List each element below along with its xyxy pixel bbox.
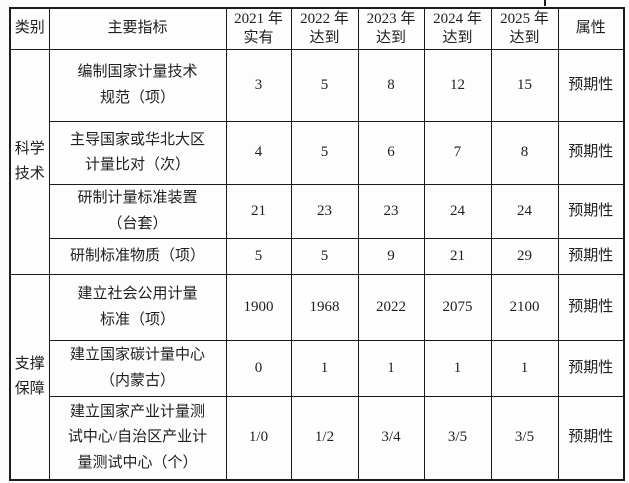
table-row: 建立国家产业计量测 试中心/自治区产业计 量测试中心（个） 1/0 1/2 3/… xyxy=(10,396,625,481)
indicator-cell: 研制标准物质（项） xyxy=(48,238,227,275)
indicator-cell: 建立国家碳计量中心 （内蒙古） xyxy=(48,340,227,397)
value-cell-2021: 1900 xyxy=(225,274,292,341)
value-cell-2023: 6 xyxy=(357,121,425,185)
value-cell-2025: 29 xyxy=(490,238,559,275)
header-cell-2022: 2022 年 达到 xyxy=(290,7,359,50)
header-cell-category: 类别 xyxy=(9,7,50,50)
value-cell-2023: 2022 xyxy=(357,274,425,341)
attribute-cell: 预期性 xyxy=(557,121,625,185)
table-row: 支撑 保障 建立社会公用计量 标准（项） 1900 1968 2022 2075… xyxy=(9,274,625,481)
value-cell-2025: 1 xyxy=(490,340,559,397)
attribute-cell: 预期性 xyxy=(557,238,625,275)
value-cell-2021: 21 xyxy=(225,184,292,239)
value-cell-2024: 21 xyxy=(423,238,492,275)
indicator-cell: 编制国家计量技术 规范（项） xyxy=(48,49,227,122)
value-cell-2024: 1 xyxy=(423,340,492,397)
value-cell-2023: 1 xyxy=(357,340,425,397)
value-cell-2021: 3 xyxy=(225,49,292,122)
attribute-cell: 预期性 xyxy=(557,340,625,397)
attribute-cell: 预期性 xyxy=(557,184,625,239)
value-cell-2024: 12 xyxy=(423,49,492,122)
value-cell-2023: 9 xyxy=(357,238,425,275)
table-header-row: 类别 主要指标 2021 年 实有 2022 年 达到 2023 年 达到 20… xyxy=(9,7,625,50)
header-cell-attribute: 属性 xyxy=(557,7,625,50)
value-cell-2023: 23 xyxy=(357,184,425,239)
value-cell-2025: 8 xyxy=(490,121,559,185)
value-cell-2021: 4 xyxy=(225,121,292,185)
value-cell-2024: 3/5 xyxy=(423,396,492,481)
value-cell-2022: 5 xyxy=(290,238,359,275)
value-cell-2021: 0 xyxy=(225,340,292,397)
value-cell-2024: 7 xyxy=(423,121,492,185)
value-cell-2021: 1/0 xyxy=(225,396,292,481)
header-cell-2024: 2024 年 达到 xyxy=(423,7,492,50)
metrology-indicators-table: 类别 主要指标 2021 年 实有 2022 年 达到 2023 年 达到 20… xyxy=(9,7,625,481)
value-cell-2025: 24 xyxy=(490,184,559,239)
indicator-cell: 建立国家产业计量测 试中心/自治区产业计 量测试中心（个） xyxy=(48,396,227,481)
value-cell-2024: 2075 xyxy=(423,274,492,341)
header-cell-2021: 2021 年 实有 xyxy=(225,7,292,50)
value-cell-2022: 1968 xyxy=(290,274,359,341)
value-cell-2022: 23 xyxy=(290,184,359,239)
table-row: 科学 技术 编制国家计量技术 规范（项） 3 5 8 12 15 预期性 xyxy=(9,49,625,275)
category-cell-science-technology: 科学 技术 xyxy=(9,49,50,275)
indicator-cell: 主导国家或华北大区 计量比对（次） xyxy=(48,121,227,185)
indicator-cell: 建立社会公用计量 标准（项） xyxy=(48,274,227,341)
value-cell-2025: 3/5 xyxy=(490,396,559,481)
table-row: 主导国家或华北大区 计量比对（次） 4 5 6 7 8 预期性 xyxy=(10,121,625,185)
category-cell-support-guarantee: 支撑 保障 xyxy=(9,274,50,481)
table-row: 研制计量标准装置 （台套） 21 23 23 24 24 预期性 xyxy=(10,184,625,239)
value-cell-2022: 5 xyxy=(290,121,359,185)
value-cell-2023: 3/4 xyxy=(357,396,425,481)
table-row: 建立国家碳计量中心 （内蒙古） 0 1 1 1 1 预期性 xyxy=(10,340,625,397)
attribute-cell: 预期性 xyxy=(557,49,625,122)
value-cell-2021: 5 xyxy=(225,238,292,275)
indicator-cell: 研制计量标准装置 （台套） xyxy=(48,184,227,239)
value-cell-2022: 5 xyxy=(290,49,359,122)
value-cell-2024: 24 xyxy=(423,184,492,239)
table-row: 研制标准物质（项） 5 5 9 21 29 预期性 xyxy=(10,238,625,275)
value-cell-2022: 1/2 xyxy=(290,396,359,481)
header-cell-2025: 2025 年 达到 xyxy=(490,7,559,50)
value-cell-2025: 15 xyxy=(490,49,559,122)
attribute-cell: 预期性 xyxy=(557,396,625,481)
header-cell-indicator: 主要指标 xyxy=(48,7,227,50)
crop-artifact-tick-mark xyxy=(544,0,546,6)
value-cell-2022: 1 xyxy=(290,340,359,397)
header-cell-2023: 2023 年 达到 xyxy=(357,7,425,50)
attribute-cell: 预期性 xyxy=(557,274,625,341)
value-cell-2023: 8 xyxy=(357,49,425,122)
value-cell-2025: 2100 xyxy=(490,274,559,341)
